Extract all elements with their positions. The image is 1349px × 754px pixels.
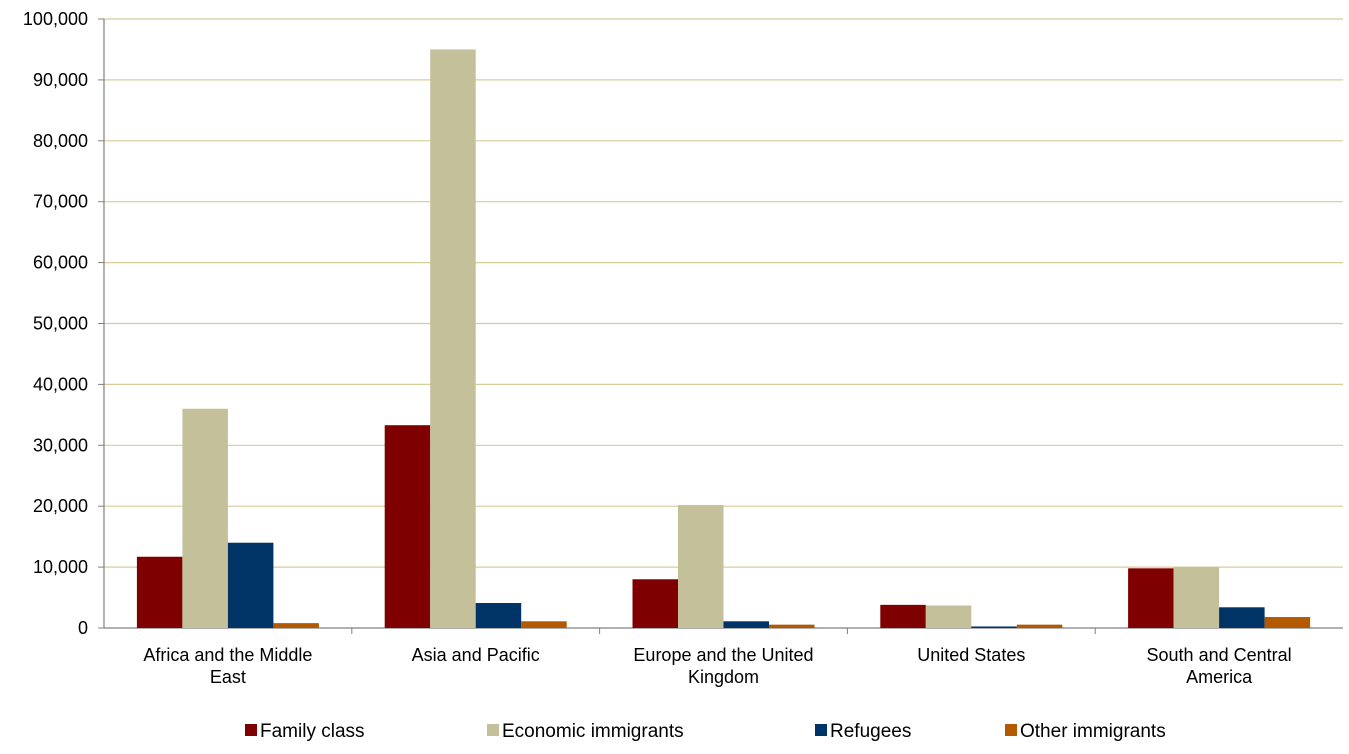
legend-swatch (815, 724, 827, 736)
y-tick-label: 0 (78, 618, 88, 638)
bar-refugees (1219, 607, 1265, 628)
bar-other-immigrants (1264, 617, 1311, 628)
bar-family-class (384, 425, 431, 628)
bar-economic-immigrants (1173, 567, 1220, 628)
x-category-label: Asia and Pacific (412, 645, 540, 665)
bar-economic-immigrants (430, 49, 476, 628)
y-tick-label: 40,000 (33, 374, 88, 394)
grid-lines (104, 18, 1343, 568)
legend-label: Refugees (830, 721, 911, 742)
bar-refugees (227, 542, 274, 628)
x-category-label: Kingdom (688, 667, 759, 687)
y-tick-labels: 0 10,000 20,000 30,000 40,000 50,000 60,000 70,… (23, 9, 88, 638)
bar-family-class (632, 579, 678, 628)
bar-economic-immigrants (925, 605, 972, 628)
y-tick-label: 10,000 (33, 557, 88, 577)
legend-swatch (1005, 724, 1017, 736)
legend-label: Other immigrants (1020, 721, 1166, 742)
y-tick-label: 30,000 (33, 435, 88, 455)
y-tick-label: 50,000 (33, 314, 88, 334)
x-category-label: Europe and the United (633, 645, 813, 665)
y-tick-label: 20,000 (33, 496, 88, 516)
y-tick-label: 80,000 (33, 131, 88, 151)
y-tick-label: 70,000 (33, 192, 88, 212)
x-category-label: United States (917, 645, 1025, 665)
bar-other-immigrants (521, 621, 567, 628)
x-category-label: Africa and the Middle (143, 645, 312, 665)
bar-refugees (475, 603, 522, 628)
x-category-label: East (210, 667, 246, 687)
bar-economic-immigrants (678, 504, 724, 628)
bar-other-immigrants (1016, 624, 1063, 628)
bars (136, 49, 1311, 628)
bar-economic-immigrants (182, 408, 228, 628)
bar-refugees (723, 621, 769, 628)
legend-label: Economic immigrants (502, 721, 684, 742)
x-category-label: America (1186, 667, 1253, 687)
legend-label: Family class (260, 721, 365, 742)
y-tick-label: 90,000 (33, 70, 88, 90)
x-category-label: South and Central (1147, 645, 1292, 665)
bar-refugees (971, 626, 1017, 628)
legend-swatch (245, 724, 257, 736)
bar-family-class (1128, 568, 1174, 628)
y-tick-label: 60,000 (33, 253, 88, 273)
legend: Family class Economic immigrants Refugees O… (245, 721, 1166, 742)
bar-family-class (136, 556, 183, 628)
bar-other-immigrants (769, 624, 815, 628)
legend-swatch (487, 724, 499, 736)
bar-family-class (880, 604, 926, 628)
bar-other-immigrants (273, 623, 319, 628)
y-tick-label: 100,000 (23, 9, 88, 29)
